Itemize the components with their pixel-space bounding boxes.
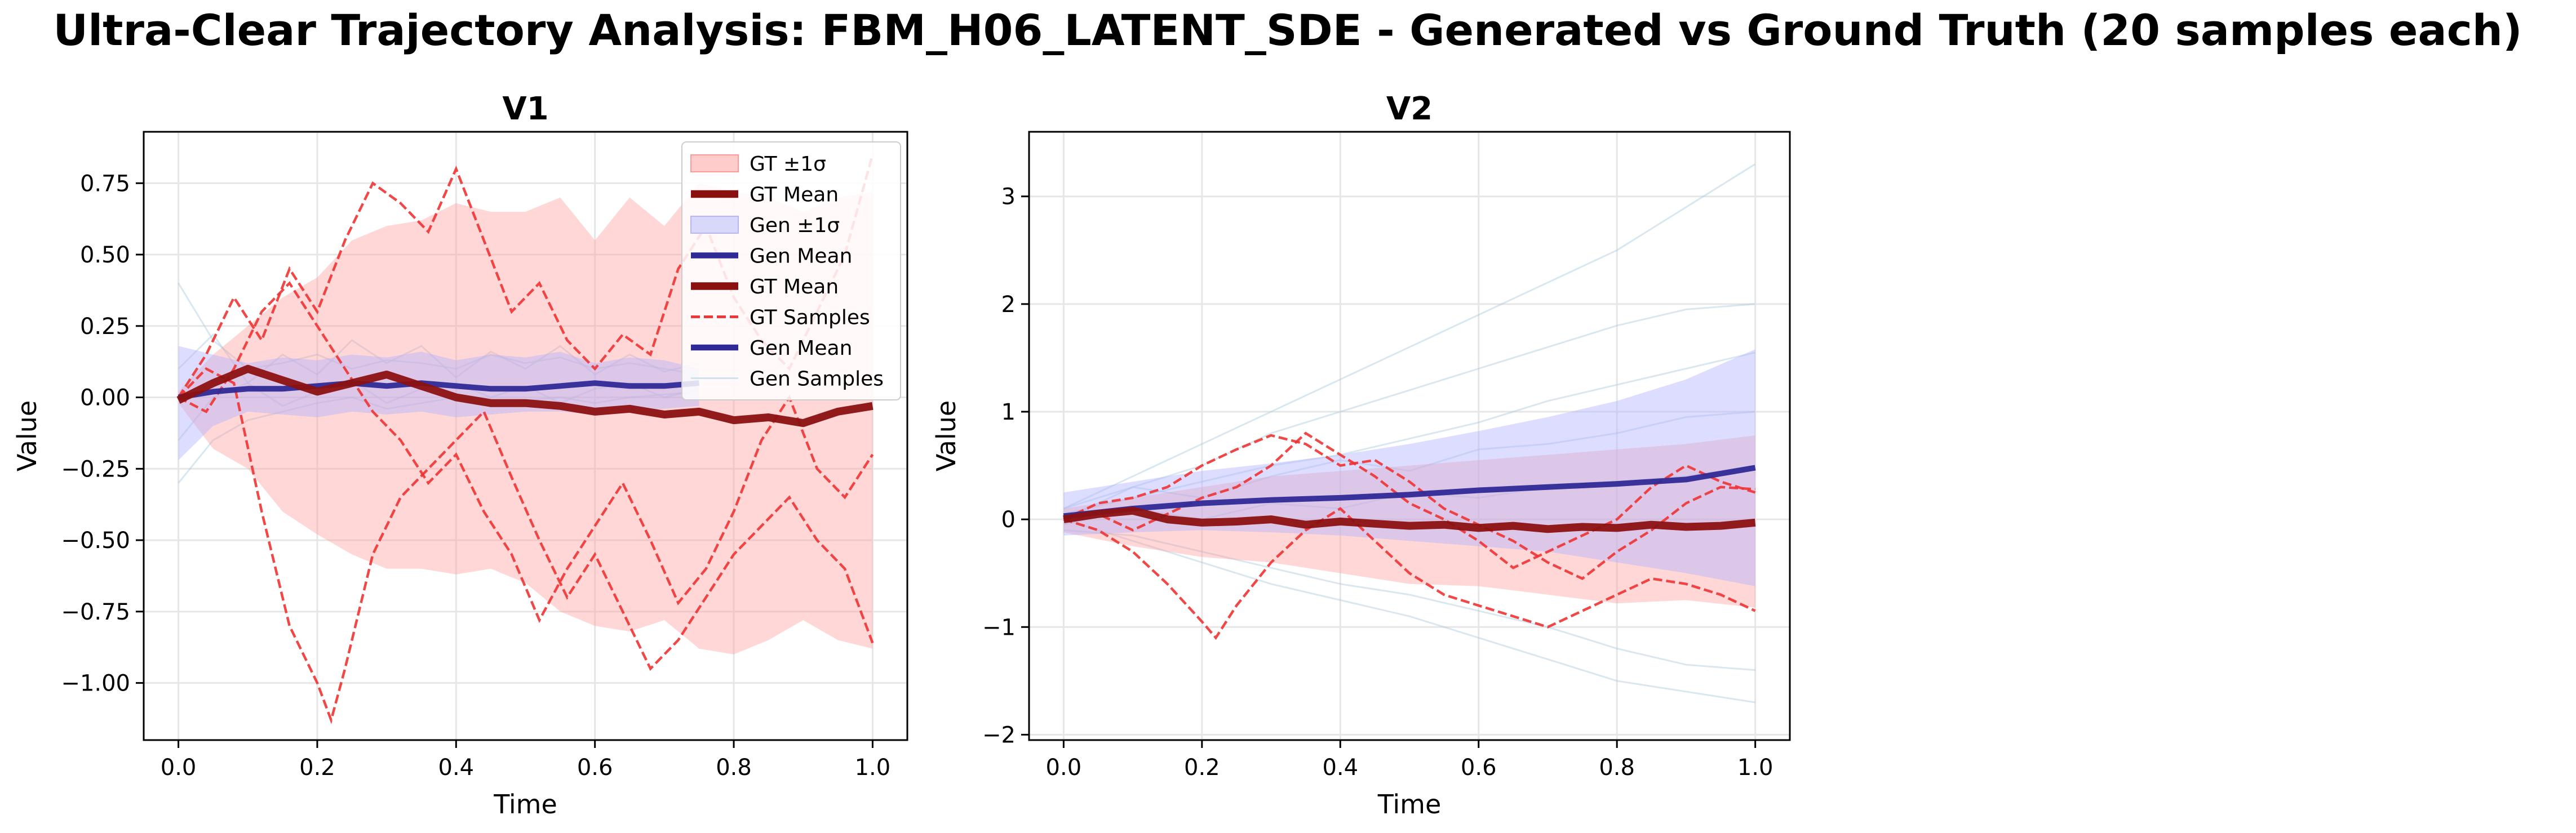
- gt-sample-line-3: [1063, 431, 1756, 569]
- legend-swatch: [690, 216, 739, 234]
- y-tick-label: 0.25: [80, 314, 130, 340]
- legend-label: GT Mean: [750, 184, 839, 207]
- gt-mean-line: [1063, 506, 1756, 533]
- y-tick-label: 0.00: [80, 385, 130, 411]
- x-axis-label: Time: [1377, 789, 1442, 819]
- x-tick-label: 1.0: [1737, 755, 1774, 781]
- legend-label: Gen Mean: [750, 245, 852, 268]
- x-tick-label: 0.6: [577, 755, 613, 781]
- y-tick-label: −0.75: [61, 599, 130, 625]
- legend-item: GT Mean: [691, 184, 839, 207]
- x-tick-label: 0.6: [1461, 755, 1497, 781]
- legend-item: GT Samples: [691, 306, 870, 329]
- chart-title: V2: [1386, 91, 1433, 127]
- x-tick-label: 0.0: [161, 755, 197, 781]
- y-tick-label: 0.75: [80, 171, 130, 197]
- gen-std-band: [178, 346, 699, 461]
- x-tick-label: 1.0: [855, 755, 891, 781]
- gen-sample-line-2: [178, 390, 699, 484]
- gt-sample-line-3: [178, 281, 874, 623]
- chart-title: V1: [502, 91, 548, 127]
- x-tick-label: 0.4: [1322, 755, 1358, 781]
- y-tick-label: 0.50: [80, 242, 130, 268]
- gen-sample-line-2: [1063, 303, 1755, 520]
- gen-sample-line-3: [178, 333, 699, 385]
- y-axis-label: Value: [931, 400, 961, 471]
- legend-item: Gen Mean: [691, 337, 852, 360]
- gen-sample-line-1: [1063, 163, 1756, 510]
- axes-frame: [143, 131, 908, 741]
- y-tick-label: 1: [1001, 399, 1016, 425]
- gt-sample-line-1: [1063, 507, 1756, 640]
- legend-item: GT ±1σ: [690, 153, 826, 176]
- gt-sample-line-1: [177, 367, 874, 724]
- x-tick-label: 0.0: [1046, 755, 1082, 781]
- x-tick-label: 0.8: [716, 755, 752, 781]
- y-tick-label: −1: [982, 614, 1016, 640]
- x-tick-label: 0.2: [299, 755, 335, 781]
- x-tick-label: 0.2: [1184, 755, 1220, 781]
- legend-item: Gen ±1σ: [690, 214, 840, 237]
- legend-label: GT Samples: [750, 306, 870, 329]
- gen-mean-line: [178, 380, 699, 400]
- legend-label: Gen Samples: [750, 368, 884, 391]
- y-axis-label: Value: [12, 400, 42, 471]
- gt-std-band: [1063, 435, 1755, 608]
- gen-sample-line-3: [1063, 351, 1755, 515]
- y-tick-label: −1.00: [61, 671, 130, 697]
- y-tick-label: −0.25: [61, 456, 130, 482]
- legend-frame: [681, 141, 901, 400]
- y-tick-label: −2: [982, 722, 1016, 748]
- legend-label: GT Mean: [750, 275, 839, 299]
- chart-panel-2: 0.0 0.2 0.4 0.6 0.8 1.0 −2 −1 0 1 2 3 V2 Time Value: [931, 91, 1791, 819]
- gt-mean-line: [176, 364, 874, 427]
- figure-suptitle: Ultra-Clear Trajectory Analysis: FBM_H06…: [53, 5, 2522, 55]
- y-tick-label: 3: [1001, 184, 1016, 210]
- legend-label: Gen ±1σ: [750, 214, 840, 237]
- axes-frame: [1028, 131, 1791, 741]
- gen-sample-line-6: [1063, 411, 1755, 510]
- y-tick-label: 2: [1001, 292, 1016, 318]
- y-tick-label: −0.50: [61, 528, 130, 554]
- plot-area: [1063, 163, 1756, 703]
- legend: GT ±1σ GT Mean Gen ±1σ Gen Mean GT Mean GT Sa…: [681, 141, 901, 400]
- legend-label: GT ±1σ: [750, 153, 826, 176]
- gen-sample-line-1: [178, 282, 699, 376]
- gt-sample-line-2: [1063, 434, 1755, 580]
- legend-item: Gen Samples: [691, 368, 884, 391]
- x-tick-label: 0.8: [1599, 755, 1635, 781]
- gen-mean-line: [1063, 465, 1756, 519]
- legend-item: GT Mean: [691, 275, 839, 299]
- legend-item: Gen Mean: [691, 245, 852, 268]
- gen-sample-line-4: [1063, 518, 1755, 703]
- panels: 0.0 0.2 0.4 0.6 0.8 1.0 −1.00 −0.75 −0.50 −0.25 0.…: [12, 91, 1791, 819]
- x-tick-label: 0.4: [438, 755, 475, 781]
- x-axis-label: Time: [493, 789, 557, 819]
- legend-label: Gen Mean: [750, 337, 852, 360]
- y-tick-label: 0: [1001, 507, 1016, 533]
- gen-sample-line-5: [1063, 529, 1755, 671]
- legend-swatch: [690, 154, 739, 172]
